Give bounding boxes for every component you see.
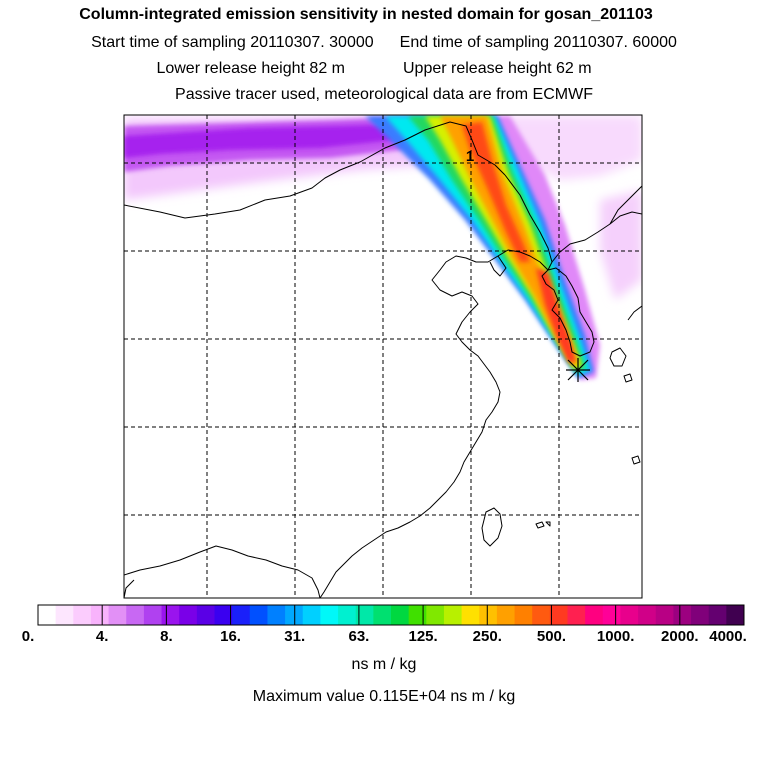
colorbar-swatch — [514, 605, 533, 625]
lower-release-label: Lower release height 82 m — [156, 60, 345, 77]
colorbar-tick-label: 0. — [21, 628, 35, 645]
colorbar-swatch — [90, 605, 110, 625]
colorbar-swatch — [691, 605, 710, 625]
plume-orange — [440, 116, 578, 366]
release-heights: Lower release height 82 m Upper release h… — [0, 60, 758, 78]
colorbar-tick-label: 1000. — [596, 628, 635, 645]
colorbar-swatch — [532, 605, 551, 625]
colorbar-swatch — [214, 605, 233, 625]
liaodong — [489, 255, 507, 277]
colorbar-swatch — [408, 605, 427, 625]
colorbar-tick-label: 63. — [348, 628, 370, 645]
russia-east — [609, 185, 642, 225]
colorbar-swatch — [443, 605, 463, 625]
colorbar-swatch — [620, 605, 639, 625]
colorbar-swatch — [232, 605, 251, 625]
colorbar-swatch — [479, 605, 498, 625]
colorbar-swatch — [55, 605, 74, 625]
colorbar-unit: ns m / kg — [351, 656, 417, 673]
max-value-label: Maximum value 0.115E+04 ns m / kg — [252, 688, 516, 705]
plume-label: 1 — [466, 148, 474, 165]
end-time-label: End time of sampling 20110307. 60000 — [399, 34, 677, 51]
island-2 — [631, 455, 641, 465]
southwest-border — [124, 545, 321, 598]
colorbar-tick-label: 125. — [408, 628, 438, 645]
colorbar-tick-label: 31. — [284, 628, 306, 645]
colorbar-tick-label: 2000. — [661, 628, 699, 645]
korea-peninsula — [541, 267, 595, 357]
island-4 — [545, 521, 551, 527]
colorbar-swatch — [726, 605, 745, 625]
plume-haze-right — [600, 190, 642, 300]
plume-red-north — [462, 122, 530, 262]
japan-kyushu — [609, 347, 627, 367]
start-time-label: Start time of sampling 20110307. 30000 — [91, 34, 374, 51]
colorbar-swatch — [638, 605, 657, 625]
mongolia-border — [124, 121, 506, 219]
colorbar-swatch — [373, 605, 392, 625]
colorbar-tick-label: 16. — [220, 628, 241, 645]
colorbar-swatch — [426, 605, 445, 625]
colorbar-tick-label: 250. — [472, 628, 502, 645]
chart-title: Column-integrated emission sensitivity i… — [79, 6, 653, 23]
colorbar-tick-label: 8. — [160, 628, 173, 645]
colorbar-swatch — [179, 605, 198, 625]
colorbar-swatch — [285, 605, 304, 625]
colorbar-swatch — [338, 605, 357, 625]
island-1 — [623, 373, 633, 383]
japan-honshu — [627, 305, 642, 321]
colorbar-swatch — [320, 605, 339, 625]
colorbar-swatch — [602, 605, 621, 625]
colorbar-swatch — [108, 605, 127, 625]
receptor-marker — [566, 358, 590, 382]
colorbar-swatch — [585, 605, 604, 625]
colorbar — [37, 604, 745, 626]
colorbar-swatch — [143, 605, 163, 625]
colorbar-swatch — [249, 605, 268, 625]
plume-haze-light — [480, 116, 642, 180]
inner-border — [124, 579, 135, 598]
sampling-times: Start time of sampling 20110307. 30000 En… — [0, 34, 768, 52]
colorbar-tick-label: 500. — [536, 628, 567, 645]
colorbar-swatch — [73, 605, 92, 625]
colorbar-tick-label: 4000. — [709, 628, 747, 645]
colorbar-swatch — [267, 605, 286, 625]
coastlines — [124, 121, 642, 598]
colorbar-tick-label: 4. — [95, 628, 109, 645]
colorbar-swatch — [461, 605, 480, 625]
grid-lines — [124, 115, 642, 598]
colorbar-swatch — [673, 605, 692, 625]
colorbar-swatch — [355, 605, 374, 625]
colorbar-swatch — [38, 605, 57, 625]
plume-band-purple — [124, 124, 400, 158]
colorbar-swatch — [496, 605, 516, 625]
island-3 — [535, 521, 545, 529]
colorbar-swatch — [126, 605, 145, 625]
colorbar-swatch — [549, 605, 568, 625]
plume-layer — [124, 116, 642, 380]
colorbar-swatch — [161, 605, 180, 625]
colorbar-swatch — [196, 605, 215, 625]
colorbar-swatch — [655, 605, 674, 625]
colorbar-swatch — [567, 605, 586, 625]
bohai-coast — [319, 249, 549, 598]
colorbar-swatch — [391, 605, 410, 625]
upper-release-label: Upper release height 62 m — [403, 60, 592, 77]
colorbar-swatch — [708, 605, 727, 625]
taiwan — [481, 507, 503, 547]
russia-coast — [551, 211, 642, 263]
tracer-info: Passive tracer used, meteorological data… — [175, 86, 593, 103]
colorbar-swatch — [302, 605, 321, 625]
colorbar-border — [37, 604, 745, 626]
